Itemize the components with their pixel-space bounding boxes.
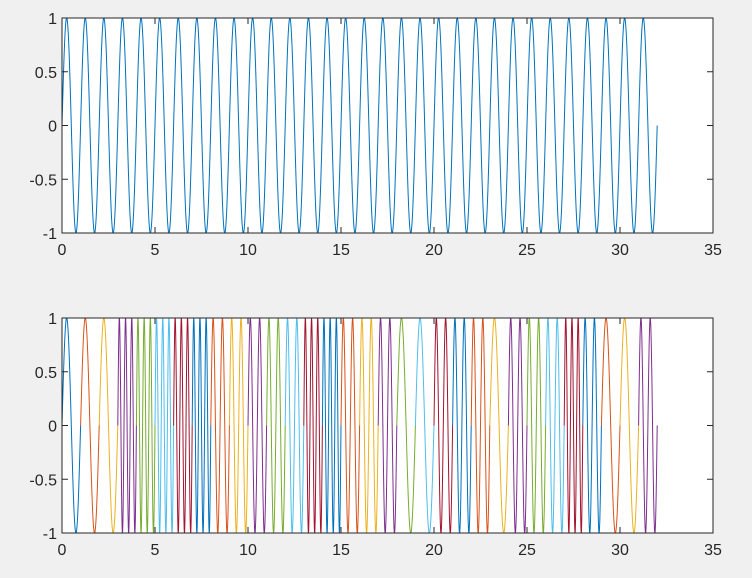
y-tick-label: -0.5 — [29, 172, 57, 189]
series-line-27 — [545, 317, 565, 534]
series-line-20 — [414, 317, 435, 534]
series-line-26 — [526, 317, 547, 534]
x-tick-label: 5 — [151, 242, 160, 259]
series-line-14 — [303, 317, 323, 534]
x-tick-label: 10 — [239, 542, 257, 559]
series-group — [61, 317, 658, 534]
y-tick-label: 1 — [48, 311, 57, 328]
series-line-25 — [507, 317, 528, 534]
x-tick-label: 15 — [332, 242, 350, 259]
y-tick-label: 0.5 — [35, 365, 57, 382]
series-line-28 — [563, 317, 584, 534]
series-line-22 — [452, 317, 472, 534]
x-tick-label: 35 — [704, 242, 722, 259]
chart-panel-2: 0 5 10 15 20 25 30 35 1 0.5 0 -0.5 -1 — [29, 311, 722, 559]
x-tick-label: 10 — [239, 242, 257, 259]
series-line-5 — [135, 317, 156, 534]
series-line-12 — [266, 317, 286, 534]
series-line-4 — [117, 317, 137, 534]
y-tick-label: -1 — [43, 226, 57, 243]
series-line-7 — [173, 317, 193, 534]
x-tick-label: 15 — [332, 542, 350, 559]
series-line-29 — [582, 317, 602, 534]
x-tick-label: 20 — [425, 542, 443, 559]
series-line-11 — [247, 317, 268, 534]
y-tick-label: 1 — [48, 11, 57, 28]
x-tick-label: 30 — [611, 542, 629, 559]
series-line-24 — [489, 317, 509, 534]
x-tick-label: 5 — [151, 542, 160, 559]
series-line-1 — [61, 317, 82, 534]
series-line-21 — [433, 317, 454, 534]
x-tick-label: 0 — [58, 542, 67, 559]
series-line-15 — [321, 317, 342, 534]
y-tick-label: 0 — [48, 119, 57, 136]
series-line-3 — [98, 317, 119, 534]
y-tick-label: -1 — [43, 526, 57, 543]
x-tick-label: 35 — [704, 542, 722, 559]
series-line-18 — [377, 317, 398, 534]
series-line-2 — [80, 317, 100, 534]
x-tick-label: 25 — [518, 242, 536, 259]
series-line-32 — [638, 317, 658, 534]
series-line-13 — [284, 317, 305, 534]
series-line-30 — [600, 317, 621, 534]
series-line-23 — [470, 317, 491, 534]
x-tick-label: 0 — [58, 242, 67, 259]
series-line-9 — [210, 317, 230, 534]
series-group — [61, 17, 658, 234]
y-tick-label: -0.5 — [29, 472, 57, 489]
x-tick-label: 25 — [518, 542, 536, 559]
y-tick-label: 0 — [48, 419, 57, 436]
x-tick-label: 30 — [611, 242, 629, 259]
chart-panel-1: 0 5 10 15 20 25 30 35 1 0.5 0 -0.5 -1 — [29, 11, 722, 259]
series-line-1 — [61, 17, 658, 234]
series-line-16 — [340, 317, 361, 534]
series-line-10 — [228, 317, 249, 534]
series-line-31 — [619, 317, 640, 534]
series-line-6 — [154, 317, 175, 534]
y-tick-label: 0.5 — [35, 65, 57, 82]
series-line-17 — [359, 317, 379, 534]
series-line-19 — [396, 317, 416, 534]
x-tick-label: 20 — [425, 242, 443, 259]
series-line-8 — [191, 317, 212, 534]
